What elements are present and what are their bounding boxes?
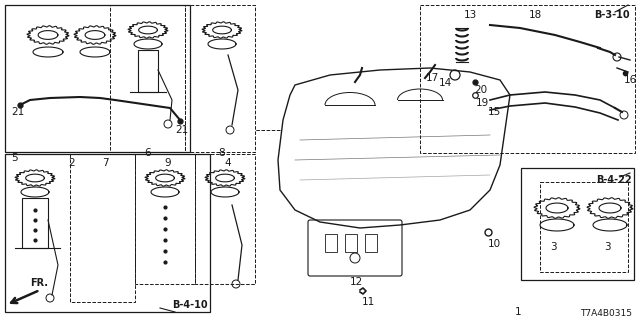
Text: B-4-22: B-4-22 bbox=[596, 175, 632, 185]
Text: 19: 19 bbox=[476, 98, 488, 108]
Bar bbox=[325, 234, 337, 252]
Bar bbox=[5, 5, 190, 152]
Text: 12: 12 bbox=[349, 277, 363, 287]
Text: 15: 15 bbox=[488, 107, 500, 117]
Bar bbox=[420, 5, 635, 153]
Text: 17: 17 bbox=[426, 73, 438, 83]
Text: 18: 18 bbox=[529, 10, 541, 20]
Text: FR.: FR. bbox=[30, 278, 48, 288]
Text: 10: 10 bbox=[488, 239, 500, 249]
Text: 21: 21 bbox=[175, 125, 189, 135]
Text: 6: 6 bbox=[145, 148, 151, 158]
Text: 13: 13 bbox=[463, 10, 477, 20]
Bar bbox=[70, 154, 135, 302]
Text: 21: 21 bbox=[12, 107, 24, 117]
Bar bbox=[521, 168, 634, 280]
Bar bbox=[5, 154, 210, 312]
Bar bbox=[365, 234, 377, 252]
Text: 5: 5 bbox=[11, 153, 17, 163]
Bar bbox=[185, 5, 255, 152]
Bar bbox=[110, 5, 185, 152]
Text: B-4-10: B-4-10 bbox=[172, 300, 208, 310]
Text: 20: 20 bbox=[474, 85, 488, 95]
Text: 9: 9 bbox=[164, 158, 172, 168]
Text: 2: 2 bbox=[68, 158, 76, 168]
Text: 8: 8 bbox=[219, 148, 225, 158]
Bar bbox=[195, 154, 255, 284]
Text: 3: 3 bbox=[550, 242, 556, 252]
Bar bbox=[22, 198, 48, 248]
Bar bbox=[135, 154, 195, 284]
Bar bbox=[345, 234, 357, 252]
Bar bbox=[540, 182, 628, 272]
Text: 16: 16 bbox=[623, 75, 637, 85]
Text: 4: 4 bbox=[225, 158, 231, 168]
Text: T7A4B0315: T7A4B0315 bbox=[580, 309, 632, 318]
Text: 3: 3 bbox=[604, 242, 611, 252]
Text: 14: 14 bbox=[438, 78, 452, 88]
Text: 1: 1 bbox=[515, 307, 522, 317]
Text: 11: 11 bbox=[362, 297, 374, 307]
Bar bbox=[138, 50, 158, 92]
Text: B-3-10: B-3-10 bbox=[595, 10, 630, 20]
Text: 7: 7 bbox=[102, 158, 108, 168]
